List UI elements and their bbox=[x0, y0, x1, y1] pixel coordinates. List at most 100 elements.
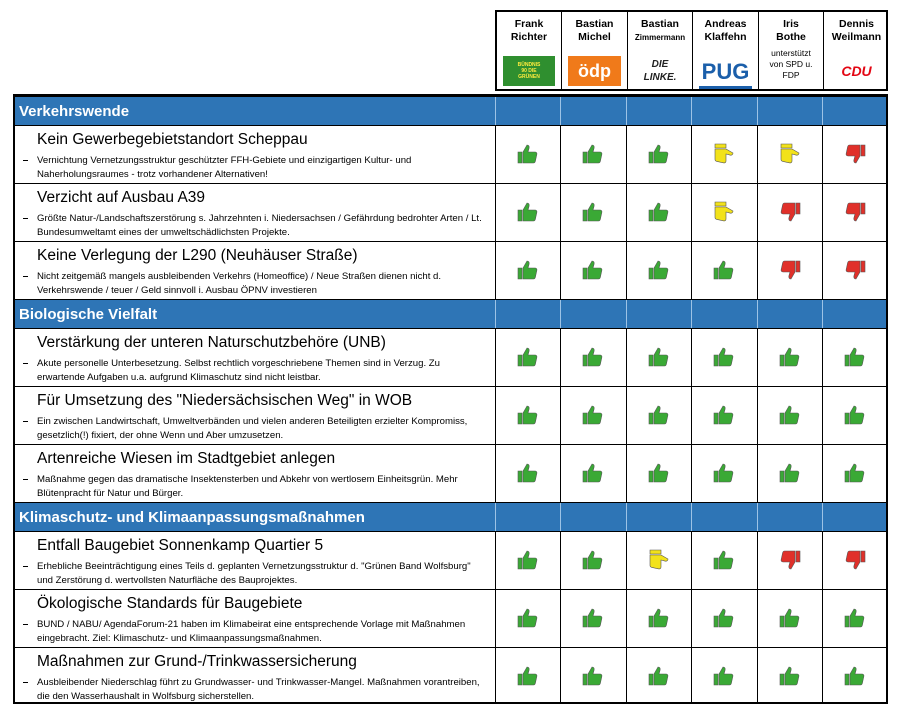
vote-icon bbox=[780, 550, 800, 570]
vote-icon bbox=[582, 202, 603, 222]
vote-icon bbox=[780, 202, 800, 222]
column-divider bbox=[822, 126, 823, 183]
topic-title: Artenreiche Wiesen im Stadtgebiet anlege… bbox=[37, 450, 336, 467]
column-divider bbox=[822, 503, 823, 531]
column-divider bbox=[822, 242, 823, 299]
candidate-first-name: Iris bbox=[783, 18, 799, 30]
candidate-first-name: Dennis bbox=[838, 18, 874, 30]
bullet bbox=[23, 566, 28, 567]
topic-title: Entfall Baugebiet Sonnenkamp Quartier 5 bbox=[37, 537, 324, 554]
topic-title: Keine Verlegung der L290 (Neuhäuser Stra… bbox=[37, 247, 358, 264]
column-divider bbox=[495, 184, 496, 241]
topic-description: Nicht zeitgemäß mangels ausbleibenden Ve… bbox=[37, 271, 442, 296]
vote-icon bbox=[845, 260, 865, 280]
column-divider bbox=[691, 184, 692, 241]
vote-icon bbox=[845, 144, 865, 164]
column-divider bbox=[560, 387, 561, 444]
bullet bbox=[23, 218, 28, 219]
column-divider bbox=[757, 590, 758, 647]
column-divider bbox=[626, 242, 627, 299]
column-divider bbox=[626, 532, 627, 589]
topic-description: BUND / NABU/ AgendaForum-21 haben im Kli… bbox=[37, 619, 466, 644]
candidate-last-name: Klaffehn bbox=[704, 31, 747, 43]
candidate-last-name: Bothe bbox=[776, 31, 806, 43]
column-divider bbox=[626, 184, 627, 241]
column-divider bbox=[626, 97, 627, 125]
vote-icon bbox=[517, 347, 537, 367]
bullet bbox=[23, 479, 28, 480]
party-logo: ödp bbox=[568, 56, 621, 86]
candidate-first-name: Frank bbox=[514, 18, 544, 30]
vote-icon bbox=[714, 143, 734, 164]
column-divider bbox=[822, 590, 823, 647]
vote-icon bbox=[517, 405, 537, 425]
table-body: Verkehrswende Kein Gewerbegebietstandort … bbox=[13, 94, 888, 704]
topic-description: Größte Natur-/Landschaftszerstörung s. J… bbox=[37, 213, 482, 238]
topic-title: Verzicht auf Ausbau A39 bbox=[37, 189, 206, 206]
topic-row: Verstärkung der unteren Naturschutzbehör… bbox=[15, 329, 886, 387]
column-divider bbox=[495, 387, 496, 444]
topic-row: Verzicht auf Ausbau A39 Größte Natur-/Lan… bbox=[15, 184, 886, 242]
bullet bbox=[23, 363, 28, 364]
vote-icon bbox=[779, 405, 799, 425]
column-divider bbox=[495, 503, 496, 531]
vote-icon bbox=[517, 463, 537, 483]
column-divider bbox=[691, 387, 692, 444]
vote-icon bbox=[779, 347, 799, 367]
vote-icon bbox=[648, 666, 668, 686]
vote-icon bbox=[517, 260, 537, 280]
column-divider bbox=[626, 329, 627, 386]
column-divider bbox=[626, 648, 627, 702]
vote-icon bbox=[780, 260, 800, 280]
bullet bbox=[23, 160, 28, 161]
column-divider bbox=[560, 532, 561, 589]
party-logo: PUG bbox=[699, 56, 752, 89]
vote-icon bbox=[648, 463, 668, 483]
vote-icon bbox=[517, 550, 537, 570]
vote-icon bbox=[648, 260, 668, 280]
column-divider bbox=[560, 648, 561, 702]
vote-icon bbox=[714, 201, 734, 222]
vote-icon bbox=[582, 463, 603, 483]
candidate-last-name: Weilmann bbox=[831, 31, 882, 43]
column-divider bbox=[822, 532, 823, 589]
candidate-last-name: Michel bbox=[578, 31, 611, 43]
candidate-first-name: Bastian bbox=[575, 18, 614, 30]
vote-icon bbox=[713, 550, 734, 570]
vote-icon bbox=[713, 666, 734, 686]
candidate: Dennis Weilmann CDU bbox=[824, 12, 889, 89]
vote-icon bbox=[582, 550, 603, 570]
column-divider bbox=[691, 532, 692, 589]
column-divider bbox=[757, 648, 758, 702]
topic-description: Maßnahme gegen das dramatische Insektens… bbox=[37, 474, 458, 499]
vote-icon bbox=[713, 260, 734, 280]
column-divider bbox=[560, 300, 561, 328]
vote-icon bbox=[648, 202, 668, 222]
column-divider bbox=[560, 184, 561, 241]
column-divider bbox=[822, 445, 823, 502]
vote-icon bbox=[582, 405, 603, 425]
bullet bbox=[23, 421, 28, 422]
column-divider bbox=[626, 300, 627, 328]
column-divider bbox=[560, 242, 561, 299]
topic-row: Für Umsetzung des "Niedersächsischen Weg… bbox=[15, 387, 886, 445]
vote-icon bbox=[844, 463, 864, 483]
vote-icon bbox=[648, 347, 668, 367]
vote-icon bbox=[517, 608, 537, 628]
topic-row: Keine Verlegung der L290 (Neuhäuser Stra… bbox=[15, 242, 886, 300]
vote-icon bbox=[779, 463, 799, 483]
column-divider bbox=[691, 329, 692, 386]
column-divider bbox=[691, 97, 692, 125]
column-divider bbox=[691, 590, 692, 647]
column-divider bbox=[757, 387, 758, 444]
column-divider bbox=[757, 184, 758, 241]
topic-row: Ökologische Standards für Baugebiete BUND… bbox=[15, 590, 886, 648]
candidate-last-name: Zimmermann bbox=[634, 33, 686, 42]
topic-description: Akute personelle Unterbesetzung. Selbst … bbox=[37, 358, 440, 383]
column-divider bbox=[495, 242, 496, 299]
column-divider bbox=[757, 242, 758, 299]
column-divider bbox=[822, 300, 823, 328]
column-divider bbox=[560, 97, 561, 125]
party-logo: BÜNDNIS 90 DIE GRÜNEN bbox=[503, 56, 555, 86]
